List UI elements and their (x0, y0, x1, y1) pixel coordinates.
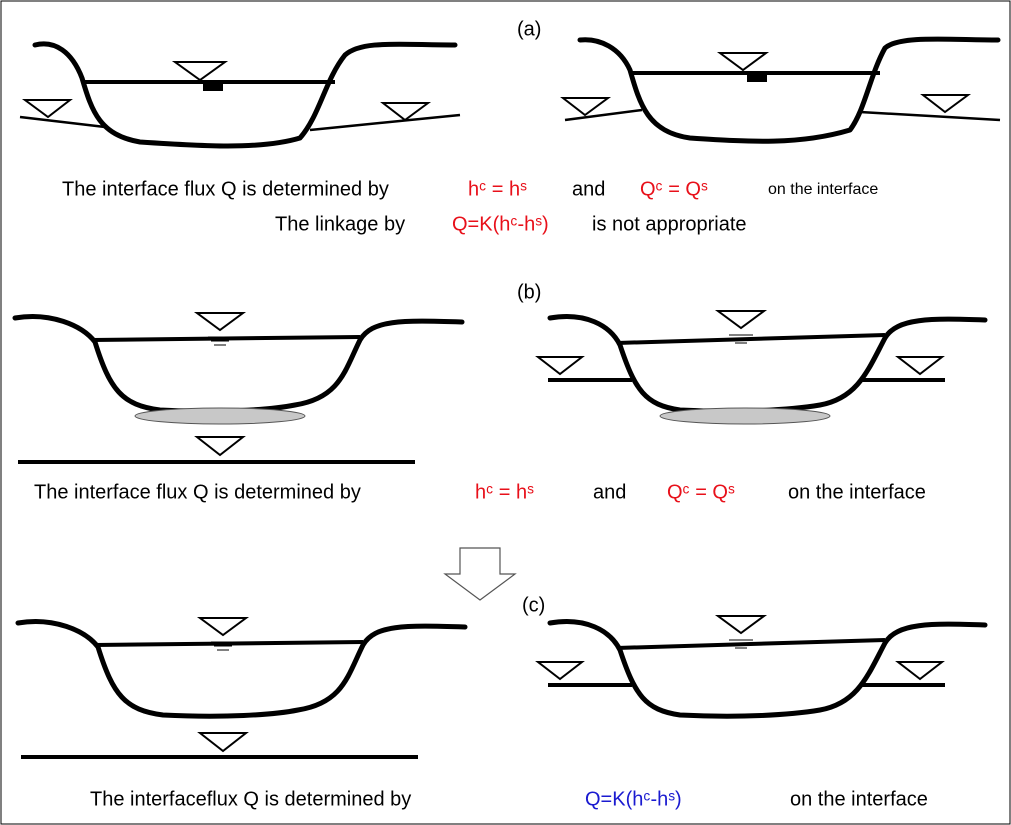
caption-segment: on the interface (788, 481, 926, 503)
diagram: (a) The interface flux Q is determined by… (0, 0, 1011, 825)
caption-segment: is not appropriate (592, 213, 747, 235)
caption-segment: Qᶜ = Qˢ (667, 481, 735, 503)
caption-segment: hᶜ = hˢ (475, 481, 534, 503)
caption-segment: The linkage by (275, 213, 405, 235)
caption-segment: Q=K(hᶜ-hˢ) (585, 788, 682, 810)
caption-segment: on the interface (790, 788, 928, 810)
caption-segment: hᶜ = hˢ (468, 178, 527, 200)
caption-segment: The interface flux Q is determined by (62, 178, 389, 200)
caption-segment: The interfaceflux Q is determined by (90, 788, 411, 810)
caption-segment: and (593, 481, 626, 503)
caption-segment: on the interface (768, 181, 878, 198)
panel-label: (c) (522, 594, 545, 616)
panel-label: (a) (517, 18, 541, 40)
caption-segment: Qᶜ = Qˢ (640, 178, 708, 200)
caption-segment: Q=K(hᶜ-hˢ) (452, 213, 549, 235)
caption-segment: and (572, 178, 605, 200)
caption-segment: The interface flux Q is determined by (34, 481, 361, 503)
panel-label: (b) (517, 281, 541, 303)
